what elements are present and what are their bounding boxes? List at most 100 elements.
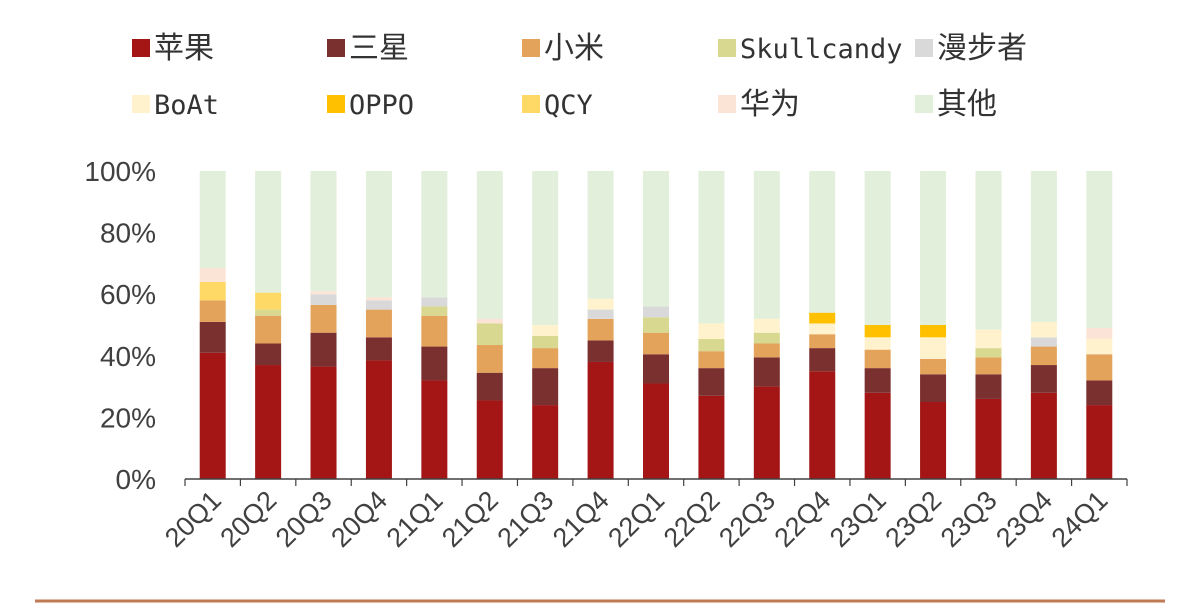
bar-segment (587, 171, 614, 299)
bar-segment (920, 337, 947, 359)
bar-segment (753, 357, 780, 387)
bar-segment (698, 323, 725, 339)
bar-segment (476, 318, 503, 324)
bar-segment (1086, 171, 1113, 329)
y-tick-label: 100% (84, 156, 156, 187)
bar-segment (809, 348, 836, 372)
bar-segment (1030, 365, 1057, 393)
bar-segment (1030, 337, 1057, 347)
bar-segment (365, 171, 392, 298)
legend-swatch (132, 95, 150, 113)
legend-item: 苹果 (132, 31, 214, 66)
bar-segment (1086, 380, 1113, 406)
y-tick-label: 20% (100, 402, 156, 433)
bar-segment (199, 281, 226, 301)
bar-stack (753, 171, 780, 479)
bar-segment (1030, 392, 1057, 479)
bar-segment (975, 329, 1002, 349)
x-tick-label: 22Q4 (769, 485, 837, 553)
bar-stack (643, 171, 669, 479)
bar-segment (587, 309, 614, 319)
bar-segment (255, 365, 282, 479)
bar-segment (310, 291, 337, 295)
x-tick-label: 21Q4 (547, 485, 615, 553)
bar-segment (809, 371, 836, 479)
legend-label: 三星 (349, 31, 409, 66)
bar-segment (920, 171, 947, 325)
bar-segment (199, 321, 226, 353)
bar-segment (698, 338, 725, 352)
x-tick-label: 20Q1 (159, 485, 227, 553)
bar-segment (975, 398, 1002, 479)
bars (199, 171, 1113, 479)
bar-segment (476, 372, 503, 401)
x-tick-label: 23Q3 (935, 485, 1003, 553)
bar-segment (421, 346, 448, 381)
x-tick-label: 21Q3 (491, 485, 559, 553)
legend-item: 小米 (522, 31, 604, 66)
legend-label: 苹果 (154, 31, 214, 66)
bar-segment (532, 348, 559, 369)
bar-segment (255, 309, 282, 316)
legend-item: OPPO (327, 90, 414, 121)
bar-stack (698, 171, 725, 479)
bar-segment (753, 171, 780, 319)
legend-label: 华为 (740, 87, 800, 122)
bar-segment (421, 297, 448, 307)
x-axis: 20Q120Q220Q320Q421Q121Q221Q321Q422Q122Q2… (159, 478, 1128, 553)
bar-stack (1030, 171, 1057, 479)
x-tick-label: 23Q2 (879, 485, 947, 553)
bar-segment (310, 171, 337, 292)
bar-stack (476, 171, 503, 479)
bar-segment (310, 294, 337, 305)
bar-segment (975, 357, 1002, 375)
x-tick-label: 22Q3 (713, 485, 781, 553)
legend-item: 其他 (915, 87, 997, 122)
bar-segment (864, 392, 891, 479)
bar-segment (643, 383, 669, 479)
legend-swatch (327, 39, 345, 57)
bar-segment (255, 315, 282, 344)
y-tick-label: 40% (100, 341, 156, 372)
bar-segment (920, 358, 947, 375)
bar-segment (643, 354, 669, 384)
bar-segment (1086, 354, 1113, 381)
bar-segment (365, 360, 392, 479)
bar-segment (199, 300, 226, 322)
bar-segment (809, 323, 836, 335)
bar-segment (698, 395, 725, 479)
legend-item: 三星 (327, 31, 409, 66)
bar-stack (864, 171, 891, 479)
bar-segment (532, 335, 559, 349)
bar-segment (864, 349, 891, 369)
bar-segment (365, 337, 392, 361)
legend-swatch (718, 39, 736, 57)
bar-segment (753, 343, 780, 358)
legend-item: Skullcandy (718, 34, 903, 65)
bar-segment (476, 345, 503, 373)
bar-segment (255, 292, 282, 310)
legend-swatch (915, 95, 933, 113)
bar-segment (975, 348, 1002, 358)
bar-segment (199, 352, 226, 479)
legend-item: 华为 (718, 87, 800, 122)
bar-segment (864, 337, 891, 350)
bar-segment (587, 318, 614, 341)
y-tick-label: 60% (100, 279, 156, 310)
y-tick-label: 0% (116, 464, 156, 495)
x-tick-label: 24Q1 (1046, 485, 1114, 553)
bar-segment (864, 325, 891, 338)
bar-segment (476, 400, 503, 479)
bar-segment (1086, 405, 1113, 479)
y-axis: 0% 20% 40% 60% 80% 100% (84, 156, 156, 495)
legend-item: BoAt (132, 90, 219, 121)
bar-stack (587, 171, 614, 479)
bar-segment (310, 366, 337, 479)
bar-segment (587, 340, 614, 362)
bar-segment (365, 297, 392, 301)
bar-segment (920, 325, 947, 338)
bar-stack (920, 171, 947, 479)
legend-label: QCY (544, 90, 593, 121)
